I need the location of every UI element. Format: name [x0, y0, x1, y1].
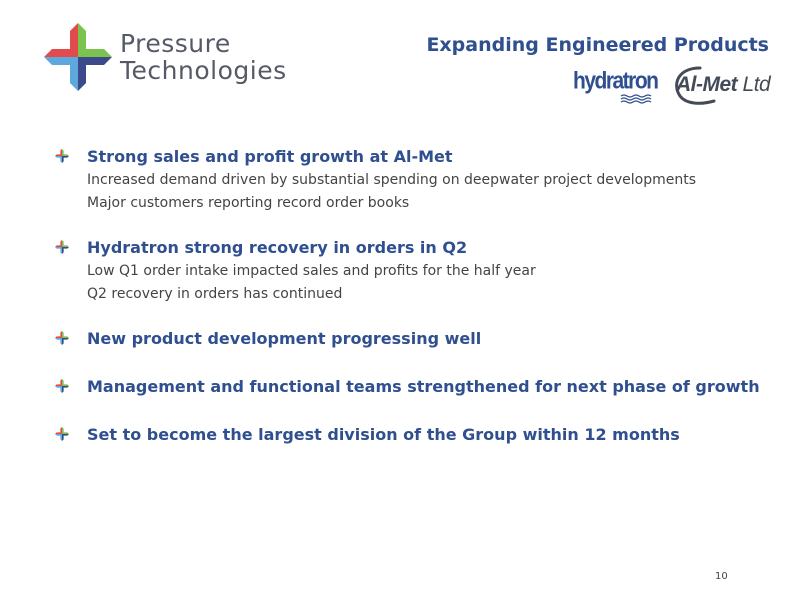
- almet-logo-text: Al-Met Ltd: [676, 73, 771, 97]
- bullet-detail: Major customers reporting record order b…: [87, 195, 410, 211]
- almet-logo-name: Al-Met: [676, 73, 738, 96]
- cross-bullet-icon: [55, 240, 69, 254]
- hydratron-waves-icon: [620, 94, 652, 104]
- bullet-item: New product development progressing well: [55, 327, 760, 351]
- bullet-heading: Management and functional teams strength…: [87, 377, 760, 396]
- hydratron-logo-text: hydratron: [573, 68, 659, 95]
- bullet-detail: Low Q1 order intake impacted sales and p…: [87, 263, 536, 279]
- bullet-heading: Set to become the largest division of th…: [87, 425, 680, 444]
- hydratron-logo: hydratron: [573, 68, 659, 104]
- bullet-heading: Strong sales and profit growth at Al-Met: [87, 147, 453, 166]
- bullet-heading: New product development progressing well: [87, 329, 482, 348]
- bullet-detail: Increased demand driven by substantial s…: [87, 172, 697, 188]
- bullet-item: Strong sales and profit growth at Al-Met…: [55, 145, 760, 215]
- bullet-detail: Q2 recovery in orders has continued: [87, 286, 343, 302]
- bullet-heading: Hydratron strong recovery in orders in Q…: [87, 238, 468, 257]
- page-number: 10: [715, 571, 728, 582]
- bullet-item: Set to become the largest division of th…: [55, 423, 760, 447]
- logo-word-line2: Technologies: [120, 56, 287, 85]
- cross-bullet-icon: [55, 379, 69, 393]
- spacer: [55, 306, 760, 327]
- spacer: [55, 215, 760, 236]
- almet-swoosh-icon: [675, 66, 716, 105]
- bullet-item: Management and functional teams strength…: [55, 375, 760, 399]
- almet-logo: Al-Met Ltd: [670, 64, 771, 106]
- spacer: [55, 399, 760, 423]
- logo-word-line1: Pressure: [120, 29, 231, 58]
- cross-bullet-icon: [55, 427, 69, 441]
- cross-bullet-icon: [55, 149, 69, 163]
- cross-bullet-icon: [55, 331, 69, 345]
- bullet-item: Hydratron strong recovery in orders in Q…: [55, 236, 760, 306]
- almet-logo-suffix: Ltd: [742, 73, 771, 96]
- bullet-list: Strong sales and profit growth at Al-Met…: [55, 145, 760, 447]
- spacer: [55, 351, 760, 375]
- pressure-technologies-logo-icon: [44, 23, 112, 91]
- slide-title: Expanding Engineered Products: [426, 34, 769, 56]
- logo-wordmark: Pressure Technologies: [120, 30, 287, 84]
